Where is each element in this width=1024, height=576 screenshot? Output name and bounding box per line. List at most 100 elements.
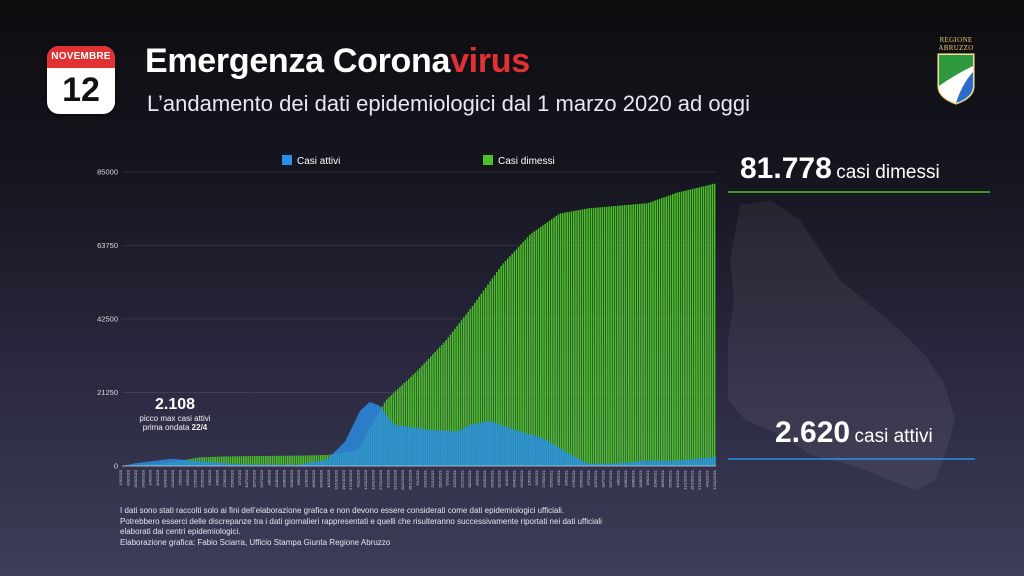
dimessi-bar: [515, 249, 518, 466]
x-tick-label: 10/8/2021: [623, 469, 628, 488]
logo-text-line1: REGIONE: [939, 36, 973, 44]
dimessi-bar: [647, 202, 650, 466]
dimessi-bar: [227, 456, 230, 466]
dimessi-bar: [597, 207, 599, 467]
dimessi-bar: [696, 187, 698, 466]
dimessi-bar: [559, 213, 562, 466]
x-tick-label: 12/11/2021: [712, 469, 717, 489]
dimessi-bar: [687, 189, 689, 466]
dimessi-bar: [509, 256, 511, 466]
dimessi-bar: [238, 456, 241, 466]
dimessi-bar: [210, 456, 212, 466]
logo-text-line2: ABRUZZO: [938, 44, 974, 52]
dimessi-bar: [212, 456, 214, 466]
dimessi-bar: [408, 378, 410, 466]
x-tick-label: 21/2/2021: [460, 469, 465, 488]
x-tick-label: 2/6/2020: [207, 469, 212, 485]
dimessi-bar: [425, 361, 428, 466]
dimessi-bar: [676, 192, 678, 467]
x-tick-label: 10/7/2021: [593, 469, 598, 488]
legend-label: Casi attivi: [297, 156, 340, 167]
dimessi-bar: [674, 193, 676, 466]
x-tick-label: 26/8/2021: [638, 469, 643, 488]
dimessi-bar: [705, 185, 707, 466]
y-tick-label: 63750: [97, 241, 118, 250]
dimessi-bar: [225, 456, 227, 466]
stat-dimessi-value: 81.778: [740, 152, 832, 185]
peak-annotation: 2.108 picco max casi attivi prima ondata…: [130, 396, 220, 432]
dimessi-bar: [416, 370, 419, 466]
dimessi-bar: [628, 204, 630, 466]
dimessi-bar: [480, 293, 483, 466]
dimessi-bar: [601, 207, 604, 466]
dimessi-bar: [667, 195, 670, 466]
dimessi-bar: [471, 305, 474, 466]
dimessi-bar: [216, 456, 219, 466]
x-tick-label: 10/9/2021: [653, 469, 658, 488]
dimessi-bar: [639, 203, 641, 466]
dimessi-bar: [685, 190, 687, 466]
dimessi-bar: [465, 314, 467, 466]
dimessi-bar: [520, 244, 522, 466]
dimessi-bar: [698, 187, 700, 466]
x-tick-label: 19/10/2020: [341, 469, 346, 490]
dimessi-bar: [247, 456, 249, 466]
stat-attivi-value: 2.620: [775, 416, 851, 449]
x-tick-label: 11/9/2020: [304, 469, 309, 487]
dimessi-bar: [599, 207, 601, 466]
dimessi-bar: [207, 457, 210, 466]
y-tick-label: 42500: [97, 315, 118, 324]
dimessi-bar: [293, 455, 296, 466]
dimessi-bar: [485, 287, 487, 466]
stat-attivi: 2.620 casi attivi: [775, 416, 933, 450]
x-tick-label: 10/7/2020: [244, 469, 249, 488]
dimessi-bar: [564, 212, 566, 466]
dimessi-bar: [403, 382, 406, 466]
dimessi-bar: [557, 214, 560, 466]
x-tick-label: 26/7/2021: [608, 469, 613, 488]
dimessi-bar: [623, 205, 626, 466]
x-tick-label: 18/7/2021: [601, 469, 606, 488]
dimessi-bar: [636, 204, 639, 466]
dimessi-bar: [436, 349, 439, 466]
x-tick-label: 9/5/2021: [534, 469, 539, 485]
x-tick-label: 19/10/2021: [690, 469, 695, 490]
dimessi-bar: [566, 212, 568, 466]
x-tick-label: 26/9/2021: [667, 469, 672, 488]
x-tick-label: 11/8/2020: [274, 469, 279, 487]
dimessi-bar: [271, 455, 274, 466]
x-tick-label: 26/9/2020: [318, 469, 323, 488]
x-tick-label: 31/3/2021: [497, 469, 502, 488]
dimessi-bar: [546, 222, 549, 466]
dimessi-bar: [434, 351, 436, 466]
x-tick-label: 19/11/2020: [370, 469, 375, 489]
calendar-widget: NOVEMBRE 12: [47, 46, 115, 114]
dimessi-bar: [482, 290, 485, 466]
attivi-area: [122, 402, 716, 466]
stat-dimessi-label: casi dimessi: [836, 162, 940, 183]
dimessi-bar: [713, 183, 716, 466]
x-tick-label: 24/4/2020: [170, 469, 175, 488]
dimessi-bar: [665, 196, 667, 466]
dimessi-bar: [315, 455, 318, 466]
note-line-4: Elaborazione grafica: Fabio Sciarra, Uff…: [120, 537, 391, 547]
y-tick-label: 85000: [97, 168, 118, 177]
dimessi-bar: [702, 186, 705, 466]
dimessi-bar: [612, 206, 615, 466]
x-tick-label: 16/3/2021: [482, 469, 487, 488]
dimessi-bar: [218, 456, 221, 466]
dimessi-bar: [306, 455, 309, 466]
dimessi-bar: [608, 206, 610, 467]
dimessi-bar: [654, 200, 656, 466]
dimessi-bar: [621, 205, 623, 466]
x-tick-label: 20/12/2020: [400, 469, 405, 490]
dimessi-bar: [562, 212, 564, 466]
dimessi-bar: [590, 208, 593, 467]
note-line-2: Potrebbero esserci delle discrepanze tra…: [120, 516, 602, 526]
x-tick-label: 1/6/2021: [556, 469, 561, 485]
x-tick-label: 17/6/2021: [571, 469, 576, 488]
disclaimer-notes: I dati sono stati raccolti solo ai fini …: [120, 506, 740, 548]
x-tick-label: 1/5/2021: [526, 469, 531, 485]
x-tick-label: 25/5/2020: [200, 469, 205, 488]
dimessi-bar: [658, 198, 661, 466]
